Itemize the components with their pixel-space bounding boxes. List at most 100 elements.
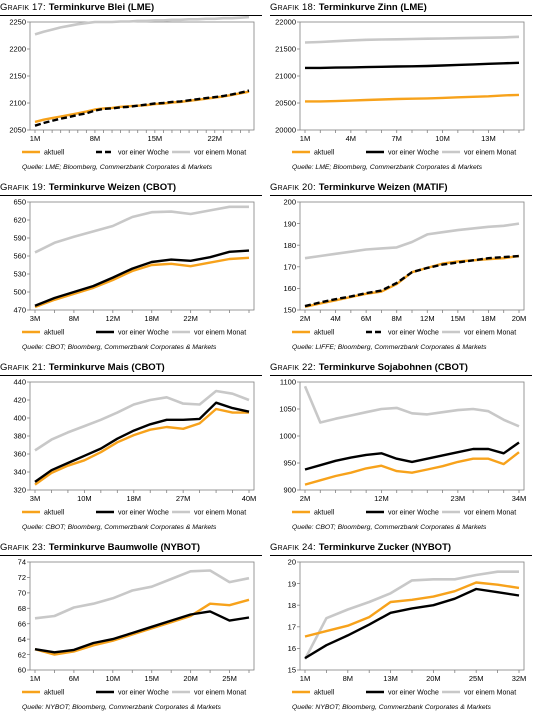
y-tick-label: 150 [283,306,296,315]
chart-title: Grafik 18: Terminkurve Zinn (LME) [270,2,532,16]
legend-label: vor einem Monat [194,150,246,157]
x-tick-label: 10M [435,134,450,143]
x-tick-label: 3M [30,494,40,503]
x-tick-label: 12M [420,314,435,323]
series-line-vor-einem-monat [34,16,250,36]
series-line-vor-einem-monat [304,35,520,44]
x-tick-label: 8M [69,314,79,323]
y-tick-label: 590 [13,234,26,243]
chart-panel: Grafik 21: Terminkurve Mais (CBOT) 320 340… [0,362,262,540]
y-tick-label: 2150 [9,72,26,81]
y-tick-label: 2050 [9,126,26,135]
x-tick-label: 23M [451,494,466,503]
chart-source: Quelle: CBOT; Bloomberg, Commerzbank Cor… [292,524,487,531]
plot-area [29,381,255,491]
legend-label: aktuell [314,690,335,697]
legend-label: vor einer Woche [118,330,169,337]
chart-source: Quelle: LIFFE; Bloomberg, Commerzbank Co… [292,344,487,351]
series-line-vor-einem-monat [34,205,249,254]
chart-title-prefix: Grafik 21: [0,362,49,373]
x-tick-label: 13M [481,134,496,143]
y-tick-label: 420 [13,396,26,405]
y-tick-label: 20 [288,558,296,567]
y-tick-label: 340 [13,468,26,477]
y-tick-label: 360 [13,450,26,459]
line-chart: 15 16 17 18 19 20 1M 8M 13M 20M 25M 32M aktuell vor e… [288,558,527,697]
x-tick-label: 18M [481,314,496,323]
y-tick-label: 440 [13,378,26,387]
series-line-vor-einer-woche [304,587,520,660]
y-tick-label: 170 [283,263,296,272]
chart-title-prefix: Grafik 23: [0,542,49,553]
line-chart: 20000 20500 21000 21500 22000 1M 4M 7M 10M 13M akt… [275,18,525,157]
legend-label: aktuell [44,510,65,517]
chart-title: Grafik 22: Terminkurve Sojabohnen (CBOT) [270,362,532,376]
y-tick-label: 180 [283,241,296,250]
chart-source: Quelle: LME; Bloomberg, Commerzbank Corp… [22,164,213,171]
x-tick-label: 22M [207,134,222,143]
legend-label: vor einer Woche [118,150,169,157]
x-tick-label: 12M [374,494,389,503]
title-rule [0,555,262,556]
legend-label: vor einem Monat [464,330,516,337]
series-line-vor-einem-monat [34,389,250,452]
y-tick-label: 21000 [275,72,296,81]
x-tick-label: 8M [392,314,402,323]
x-tick-label: 4M [330,314,340,323]
chart-title-prefix: Grafik 24: [270,542,319,553]
y-tick-label: 18 [288,601,296,610]
chart-title-name: Terminkurve Zucker (NYBOT) [318,542,452,553]
y-tick-label: 20500 [275,99,296,108]
x-tick-label: 2M [300,494,310,503]
chart-title-name: Terminkurve Sojabohnen (CBOT) [318,362,468,373]
chart-title-prefix: Grafik 22: [270,362,319,373]
series-line-aktuell [305,93,520,103]
chart-title-name: Terminkurve Weizen (MATIF) [318,182,448,193]
plot-area [29,21,255,131]
x-tick-label: 22M [183,314,198,323]
legend-label: aktuell [314,330,335,337]
series-line-vor-einem-monat [303,385,520,428]
chart-panel: Grafik 17: Terminkurve Blei (LME) 2050 210… [0,2,262,180]
y-tick-label: 19 [288,579,296,588]
line-chart: 320 340 360 380 400 420 440 3M 10M 18M 27M 40M aktue… [13,378,256,517]
legend-label: vor einer Woche [118,510,169,517]
legend-label: vor einer Woche [118,690,169,697]
chart-source: Quelle: CBOT; Bloomberg, Commerzbank Cor… [22,344,217,351]
y-tick-label: 320 [13,486,26,495]
x-tick-label: 6M [361,314,371,323]
y-tick-label: 60 [18,666,26,675]
y-tick-label: 650 [13,198,26,207]
line-chart: 470 500 530 560 590 620 650 3M 8M 12M 18M 22M aktuel… [13,198,255,337]
y-tick-label: 17 [288,623,296,632]
series-line-vor-einer-woche [305,61,520,70]
y-tick-label: 72 [18,573,26,582]
y-tick-label: 560 [13,252,26,261]
legend-label: vor einem Monat [194,330,246,337]
x-tick-label: 8M [90,134,100,143]
x-tick-label: 10M [77,494,92,503]
y-tick-label: 16 [288,644,296,653]
plot-area [299,201,525,311]
y-tick-label: 190 [283,219,296,228]
y-tick-label: 1050 [279,405,296,414]
y-tick-label: 380 [13,432,26,441]
x-tick-label: 15M [144,674,159,683]
y-tick-label: 2250 [9,18,26,27]
series-line-vor-einem-monat [34,569,250,620]
x-tick-label: 12M [106,314,121,323]
x-tick-label: 13M [383,674,398,683]
legend-label: vor einem Monat [464,690,516,697]
x-tick-label: 32M [512,674,527,683]
legend-label: aktuell [44,330,65,337]
legend-label: vor einem Monat [194,510,246,517]
x-tick-label: 4M [346,134,356,143]
x-tick-label: 20M [426,674,441,683]
y-tick-label: 22000 [275,18,296,27]
y-tick-label: 74 [18,558,26,567]
chart-title-prefix: Grafik 18: [270,2,319,13]
legend-label: aktuell [44,150,65,157]
chart-title-prefix: Grafik 17: [0,2,49,13]
line-chart: 2050 2100 2150 2200 2250 1M 8M 15M 22M aktuell vor… [9,16,255,157]
y-tick-label: 620 [13,216,26,225]
